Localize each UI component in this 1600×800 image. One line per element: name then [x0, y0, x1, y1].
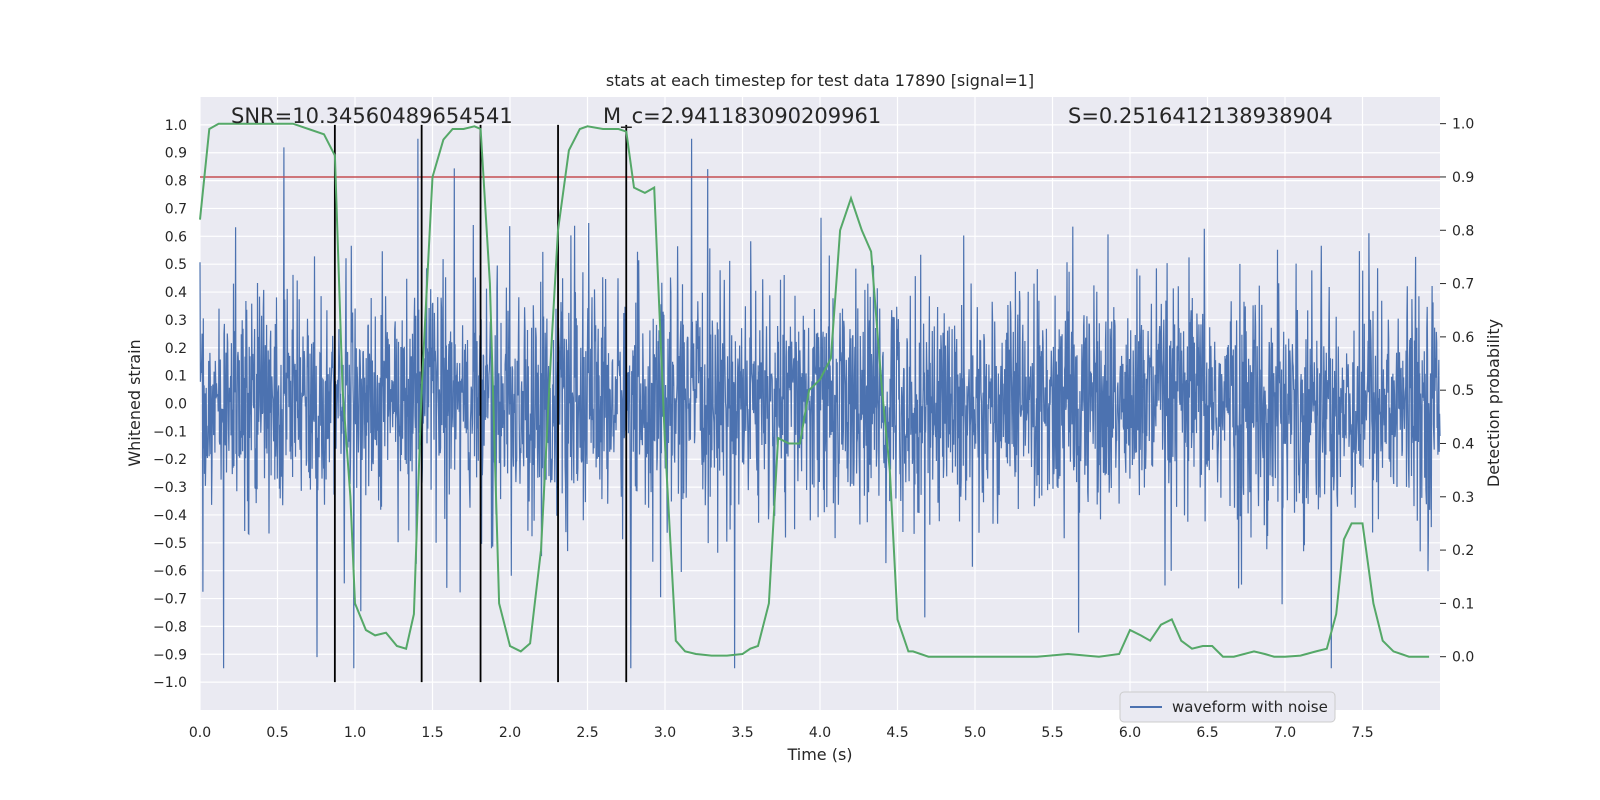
y-right-tick-label: 0.3	[1452, 490, 1474, 506]
y-right-tick-label: 0.5	[1452, 383, 1474, 399]
x-tick-label: 4.0	[809, 725, 831, 741]
y-tick-label: −0.1	[153, 424, 187, 440]
y-right-tick-label: 0.6	[1452, 330, 1474, 346]
x-tick-label: 7.0	[1274, 725, 1296, 741]
x-tick-label: 6.5	[1196, 725, 1218, 741]
x-tick-label: 1.5	[421, 725, 443, 741]
y-axis-right-ticks: 1.0 0.9 0.8 0.7 0.6 0.5 0.4 0.3 0.2 0.1 0.0	[1440, 117, 1474, 666]
x-tick-label: 2.0	[499, 725, 521, 741]
legend-label-waveform: waveform with noise	[1172, 698, 1328, 716]
x-tick-label: 2.5	[576, 725, 598, 741]
x-tick-label: 4.5	[886, 725, 908, 741]
event-markers	[333, 124, 628, 683]
y-axis-label: Whitened strain	[125, 339, 144, 466]
y-tick-label: 0.7	[165, 201, 187, 217]
y-axis-left-ticks: 1.0 0.9 0.8 0.7 0.6 0.5 0.4 0.3 0.2 0.1 0.0 −0.1 −0.…	[153, 118, 187, 691]
y-right-tick-label: 0.8	[1452, 223, 1474, 239]
legend-box	[1119, 691, 1336, 723]
y-tick-label: −0.6	[153, 564, 187, 580]
annotation-1: M_c=2.941183090209961	[603, 104, 881, 129]
y-right-tick-label: 1.0	[1452, 117, 1474, 133]
y-tick-label: −0.2	[153, 452, 187, 468]
detection-probability-line	[199, 122, 1430, 658]
y-tick-label: −1.0	[153, 675, 187, 691]
x-axis-label: Time (s)	[786, 745, 852, 764]
y-right-tick-label: 0.4	[1452, 436, 1474, 452]
y-right-tick-label: 0.2	[1452, 543, 1474, 559]
y-axis-right-label: Detection probability	[1484, 319, 1503, 487]
legend: waveform with noise	[1119, 691, 1336, 723]
y-tick-label: −0.5	[153, 536, 187, 552]
y-tick-label: 0.3	[165, 313, 187, 329]
x-tick-label: 1.0	[344, 725, 366, 741]
x-axis-ticks: 0.0 0.5 1.0 1.5 2.0 2.5 3.0 3.5 4.0 4.5 5.0 5.5 6.0 6…	[189, 725, 1374, 741]
x-tick-label: 6.0	[1119, 725, 1141, 741]
annotation-2: S=0.2516412138938904	[1068, 104, 1333, 128]
x-tick-label: 0.5	[266, 725, 288, 741]
x-tick-label: 7.5	[1351, 725, 1373, 741]
chart-title: stats at each timestep for test data 178…	[606, 71, 1034, 90]
y-tick-label: −0.8	[153, 619, 187, 635]
annotation-0: SNR=10.34560489654541	[231, 104, 513, 128]
y-tick-label: −0.9	[153, 647, 187, 663]
y-right-tick-label: 0.0	[1452, 650, 1474, 666]
y-tick-label: 0.0	[165, 397, 187, 413]
x-tick-label: 0.0	[189, 725, 211, 741]
y-tick-label: 0.1	[165, 369, 187, 385]
x-tick-label: 3.0	[654, 725, 676, 741]
y-tick-label: 0.5	[165, 257, 187, 273]
y-tick-label: 1.0	[165, 118, 187, 134]
y-tick-label: 0.9	[165, 146, 187, 162]
y-tick-label: −0.7	[153, 592, 187, 608]
y-right-tick-label: 0.1	[1452, 596, 1474, 612]
x-tick-label: 5.5	[1041, 725, 1063, 741]
y-tick-label: −0.3	[153, 480, 187, 496]
y-right-tick-label: 0.9	[1452, 170, 1474, 186]
y-tick-label: −0.4	[153, 508, 187, 524]
y-tick-label: 0.2	[165, 341, 187, 357]
y-tick-label: 0.8	[165, 174, 187, 190]
x-tick-label: 5.0	[964, 725, 986, 741]
x-tick-label: 3.5	[731, 725, 753, 741]
y-right-tick-label: 0.7	[1452, 277, 1474, 293]
y-tick-label: 0.4	[165, 285, 187, 301]
annotations: SNR=10.34560489654541 M_c=2.9411830902099…	[231, 104, 1333, 129]
y-tick-label: 0.6	[165, 229, 187, 245]
